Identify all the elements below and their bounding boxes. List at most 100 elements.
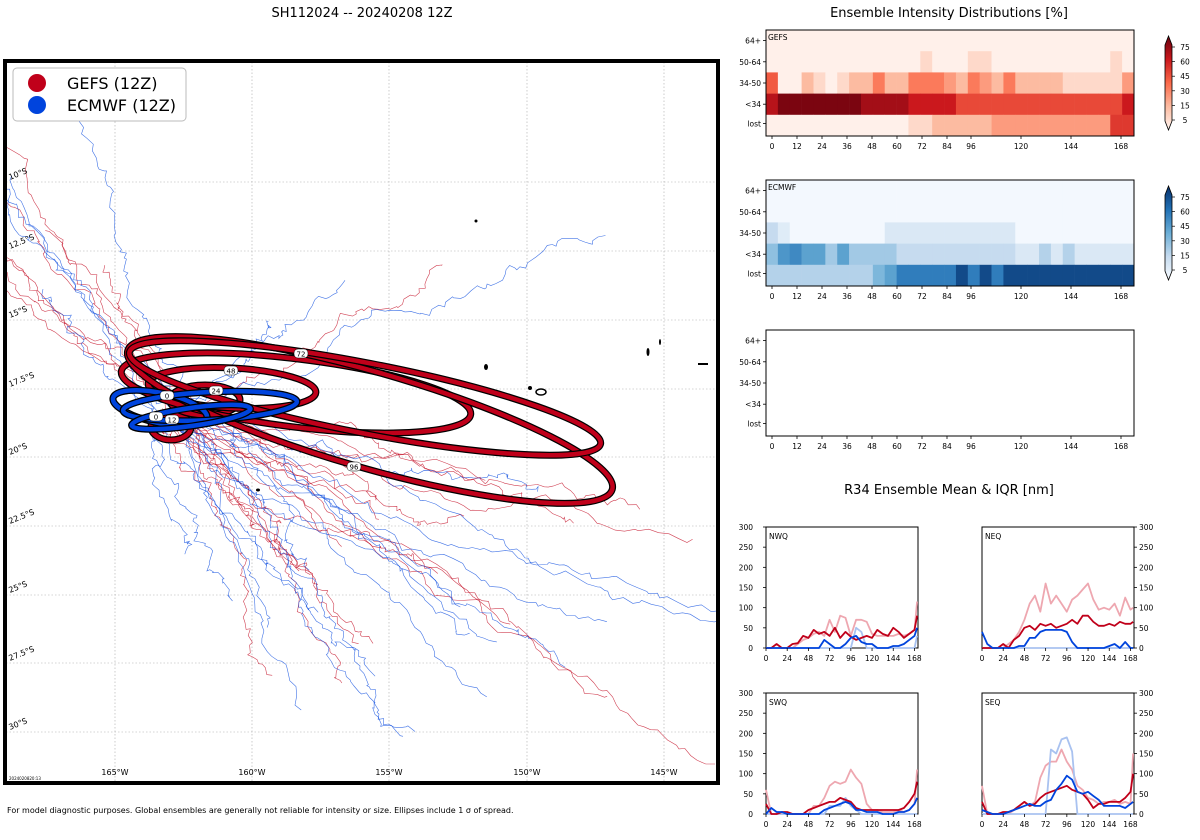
colorbar-tick-label: 45 <box>1180 72 1190 81</box>
heatmap-cell <box>920 93 933 116</box>
ellipse-label-box <box>346 461 362 472</box>
r34-ytick-label: 150 <box>739 584 754 593</box>
ellipse-label: 72 <box>297 351 306 359</box>
r34-xtick-label: 120 <box>865 820 880 829</box>
heatmap-cell <box>932 243 945 266</box>
heatmap-cell <box>766 222 779 244</box>
gefs-mean-line <box>766 615 918 649</box>
heatmap-cell <box>777 243 791 266</box>
heatmap-cell <box>1098 264 1111 287</box>
heatmap-ytick-label: 50-64 <box>739 58 761 67</box>
ellipse-label: 0 <box>165 393 169 401</box>
heatmap-cell <box>1039 180 1052 202</box>
heatmap-cell <box>1039 30 1052 52</box>
heatmap-cell <box>801 243 814 266</box>
r34-panel-label: NWQ <box>769 532 788 541</box>
heatmap-cell <box>1122 264 1135 287</box>
heatmap-cell <box>1003 180 1016 202</box>
r34-xtick-label: 120 <box>865 654 880 663</box>
lon-tick-label: 155°W <box>375 768 402 777</box>
r34-ytick-label: 250 <box>1139 709 1154 718</box>
ensemble-track <box>160 394 271 628</box>
heatmap-cell <box>766 93 779 116</box>
heatmap-cell <box>849 180 862 202</box>
heatmap-xtick-label: 72 <box>917 442 927 451</box>
heatmap-cell <box>991 30 1004 52</box>
heatmap-xtick-label: 96 <box>966 442 976 451</box>
heatmap-cell <box>777 114 791 137</box>
r34-xtick-label: 96 <box>846 654 856 663</box>
heatmap-cell <box>1015 30 1028 52</box>
heatmap-xtick-label: 12 <box>792 292 802 301</box>
r34-xtick-label: 24 <box>998 654 1008 663</box>
heatmap-cell <box>908 243 921 266</box>
figure-title: SH112024 -- 20240208 12Z <box>271 6 452 21</box>
ecmwf-mean-line <box>765 797 918 815</box>
ensemble-track <box>175 420 465 526</box>
ensemble-track <box>182 417 566 668</box>
heatmap-cell <box>1050 51 1064 73</box>
heatmap-cell <box>944 51 957 73</box>
r34-ytick-label: 300 <box>1139 689 1154 698</box>
r34-ytick-label: 50 <box>743 790 753 799</box>
heatmap-panel-label: GEFS <box>768 33 788 42</box>
heatmap-cell <box>872 72 886 94</box>
heatmap-cell <box>825 51 838 73</box>
heatmap-cell <box>1074 180 1087 202</box>
r34-ytick-label: 200 <box>1139 563 1154 572</box>
ensemble-track <box>157 421 511 625</box>
heatmap-cell <box>1050 180 1064 202</box>
colorbar-tick-label: 15 <box>1180 251 1190 260</box>
r34-xtick-label: 48 <box>804 654 814 663</box>
heatmap-cell <box>944 93 957 116</box>
heatmap-cell <box>1027 222 1040 244</box>
heatmap-cell <box>1122 72 1135 94</box>
heatmap-cell <box>1098 72 1111 94</box>
heatmap-cell <box>896 114 909 137</box>
heatmap-xtick-label: 36 <box>842 292 852 301</box>
heatmap-xtick-label: 12 <box>792 142 802 151</box>
heatmap-cell <box>801 93 814 116</box>
heatmap-cell <box>1086 114 1099 137</box>
heatmap-cell <box>1050 264 1064 287</box>
heatmap-cell <box>860 180 874 202</box>
ensemble-track <box>185 418 715 765</box>
heatmap-xtick-label: 0 <box>770 142 775 151</box>
ellipse-label-box <box>208 385 224 396</box>
heatmap-cell <box>1110 114 1123 137</box>
heatmap-cell <box>1062 114 1075 137</box>
heatmap-cell <box>920 264 933 287</box>
heatmap-cell <box>789 201 802 223</box>
ensemble-track <box>6 258 170 395</box>
heatmap-xtick-label: 12 <box>792 442 802 451</box>
lon-tick-label: 165°W <box>101 768 128 777</box>
heatmap-xtick-label: 24 <box>817 292 827 301</box>
heatmap-xtick-label: 120 <box>1014 292 1029 301</box>
heatmap-cell <box>1122 180 1135 202</box>
heatmap-cell <box>766 72 779 94</box>
heatmap-cell <box>908 30 921 52</box>
heatmap-cell <box>801 72 814 94</box>
legend-box <box>12 67 187 122</box>
heatmap-cell <box>1039 201 1052 223</box>
heatmap-cell <box>801 264 814 287</box>
heatmap-cell <box>979 264 992 287</box>
r34-ytick-label: 50 <box>1139 790 1149 799</box>
heatmap-cell <box>1050 114 1064 137</box>
heatmap-cell <box>896 201 909 223</box>
gefs-ellipse-96h <box>127 338 603 458</box>
colorbar-tick-label: 75 <box>1180 43 1190 52</box>
r34-xtick-label: 24 <box>782 654 792 663</box>
ecmwf-mean-line <box>981 774 1134 815</box>
r34-ytick-label: 250 <box>1139 543 1154 552</box>
ensemble-tracks <box>6 102 717 765</box>
heatmap-cell <box>979 201 992 223</box>
r34-title: R34 Ensemble Mean & IQR [nm] <box>844 483 1054 498</box>
heatmap-cell <box>944 243 957 266</box>
heatmap-xtick-label: 48 <box>867 442 877 451</box>
ensemble-track <box>63 102 186 392</box>
heatmap-xtick-label: 168 <box>1114 292 1129 301</box>
heatmap-cell <box>1086 51 1099 73</box>
colorbar-tick-label: 60 <box>1180 208 1190 217</box>
r34-xtick-label: 24 <box>998 820 1008 829</box>
